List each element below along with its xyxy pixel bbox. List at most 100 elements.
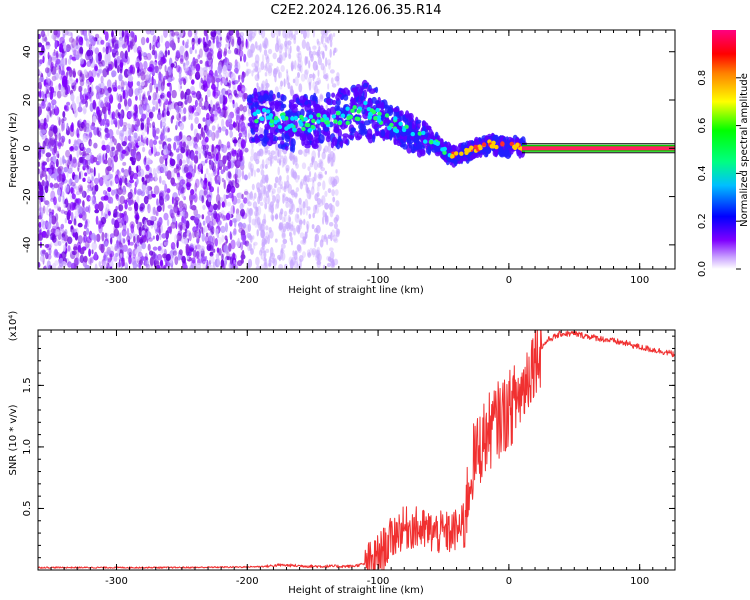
noise-blob (90, 151, 93, 158)
noise-blob (330, 231, 333, 242)
noise-blob (91, 256, 94, 264)
noise-blob (284, 51, 288, 58)
noise-blob (243, 53, 247, 63)
noise-blob (268, 152, 273, 157)
noise-blob (53, 183, 59, 189)
noise-blob (215, 194, 221, 204)
noise-blob (38, 106, 42, 116)
noise-blob (67, 219, 73, 225)
x-tick-label: 100 (630, 576, 649, 587)
x-tick-label: -300 (105, 275, 128, 286)
noise-blob (152, 62, 158, 67)
colorbar-tick-label: 0.6 (697, 118, 708, 134)
noise-blob (116, 194, 120, 201)
signal-peak (277, 124, 283, 130)
noise-blob (136, 234, 140, 244)
noise-blob (189, 246, 193, 254)
signal-blob (347, 89, 351, 96)
signal-blob (331, 99, 337, 106)
noise-blob (308, 213, 312, 219)
noise-blob (206, 89, 211, 98)
noise-blob (139, 107, 144, 115)
noise-blob (159, 145, 162, 150)
noise-blob (196, 69, 200, 78)
noise-blob (259, 43, 262, 53)
signal-blob (493, 135, 497, 143)
signal-blob (350, 127, 356, 134)
noise-blob (161, 117, 166, 124)
noise-blob (58, 206, 61, 212)
noise-blob (294, 30, 299, 35)
noise-blob (212, 261, 215, 268)
noise-blob (167, 77, 173, 83)
noise-blob (123, 169, 129, 177)
noise-blob (231, 193, 234, 202)
noise-blob (138, 168, 145, 177)
noise-blob (42, 34, 47, 42)
noise-blob (77, 244, 81, 253)
noise-blob (78, 36, 84, 46)
noise-blob (176, 172, 181, 178)
noise-blob (62, 75, 68, 86)
noise-blob (63, 166, 68, 173)
noise-blob (41, 220, 47, 230)
noise-blob (294, 250, 298, 255)
noise-blob (256, 229, 259, 237)
noise-blob (278, 264, 283, 269)
noise-blob (79, 46, 84, 55)
noise-blob (265, 158, 271, 166)
noise-blob (231, 195, 238, 205)
noise-blob (329, 69, 335, 74)
noise-blob (107, 157, 112, 167)
noise-blob (169, 40, 175, 48)
signal-peak (320, 117, 325, 123)
signal-peak (290, 116, 295, 121)
noise-blob (185, 151, 189, 157)
noise-blob (305, 41, 310, 51)
noise-blob (149, 215, 156, 221)
noise-blob (180, 85, 182, 90)
noise-blob (163, 264, 166, 269)
noise-blob (189, 47, 193, 55)
noise-blob (335, 228, 340, 237)
noise-blob (161, 110, 165, 118)
y-tick-label: 20 (22, 94, 33, 107)
noise-blob (327, 234, 331, 239)
noise-blob (265, 78, 268, 87)
noise-blob (194, 182, 198, 192)
noise-blob (176, 112, 182, 121)
signal-peak (512, 144, 517, 150)
noise-blob (247, 223, 252, 232)
noise-blob (243, 92, 248, 100)
noise-blob (225, 165, 229, 171)
noise-blob (138, 226, 142, 237)
spectrogram-x-label: Height of straight line (km) (288, 285, 424, 296)
signal-blob (446, 141, 451, 151)
noise-blob (183, 115, 187, 122)
noise-blob (86, 227, 90, 235)
noise-blob (214, 102, 218, 112)
noise-blob (255, 158, 260, 165)
noise-blob (218, 47, 222, 55)
noise-blob (39, 89, 42, 99)
noise-blob (304, 69, 309, 75)
noise-blob (276, 35, 279, 46)
noise-blob (253, 210, 258, 216)
noise-blob (149, 256, 155, 266)
signal-peak (340, 113, 346, 118)
noise-blob (117, 103, 122, 111)
noise-blob (136, 188, 143, 196)
noise-blob (291, 240, 293, 246)
noise-blob (53, 106, 60, 116)
noise-blob (58, 65, 62, 75)
noise-blob (300, 30, 304, 35)
noise-blob (317, 69, 320, 78)
noise-blob (97, 114, 102, 123)
noise-blob (311, 179, 315, 190)
noise-blob (176, 153, 181, 162)
noise-blob (261, 174, 267, 184)
noise-blob (79, 254, 85, 264)
noise-blob (135, 165, 142, 172)
noise-blob (304, 231, 308, 239)
noise-blob (292, 250, 295, 257)
